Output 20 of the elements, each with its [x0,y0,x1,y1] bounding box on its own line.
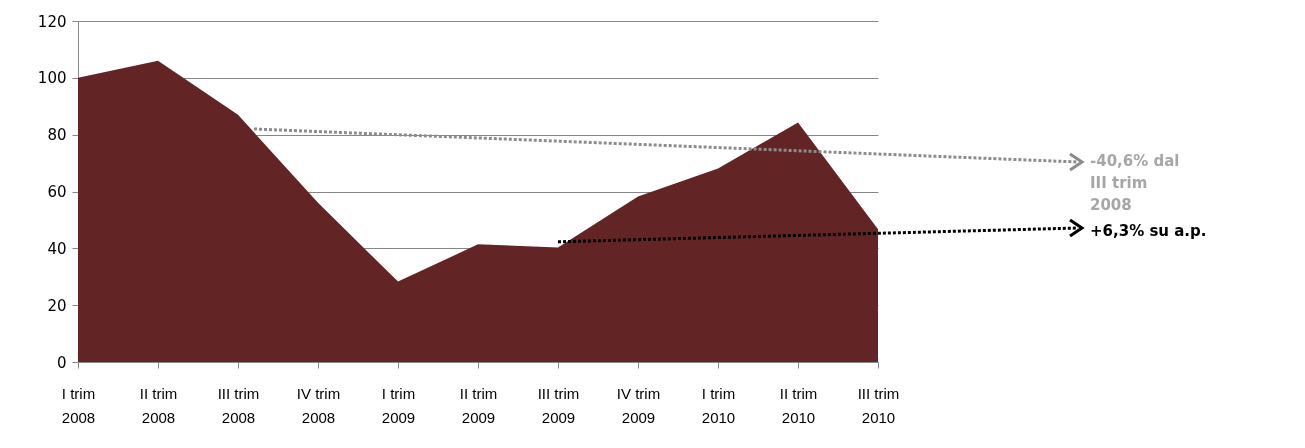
y-tick-label: 40 [47,239,67,258]
y-tick-label: 20 [47,296,67,315]
x-tick-label: I trim 2010 [701,384,736,426]
x-tick-label: I trim 2009 [381,384,416,426]
y-tick-label: 60 [47,183,67,201]
x-tick-label: IV trim 2008 [296,384,341,426]
x-tick-label: II trim 2010 [779,384,818,426]
x-tick-label: II trim 2008 [139,384,178,426]
x-tick-label: III trim 2008 [217,384,260,426]
y-tick-label: 100 [37,69,67,88]
text: +6,3% su a.p. [1090,221,1208,242]
y-tick-label: 0 [56,353,67,372]
y-tick-label: 80 [47,126,67,145]
x-tick-label: III trim 2010 [857,384,900,426]
x-tick-label: IV trim 2009 [616,384,661,426]
x-tick-label: III trim 2009 [537,384,580,426]
y-tick-label: 120 [37,12,67,31]
x-tick-label: II trim 2009 [459,384,498,426]
x-tick-label: I trim 2008 [61,384,96,426]
text: -40,6% dal III trim 2008 [1090,151,1181,216]
